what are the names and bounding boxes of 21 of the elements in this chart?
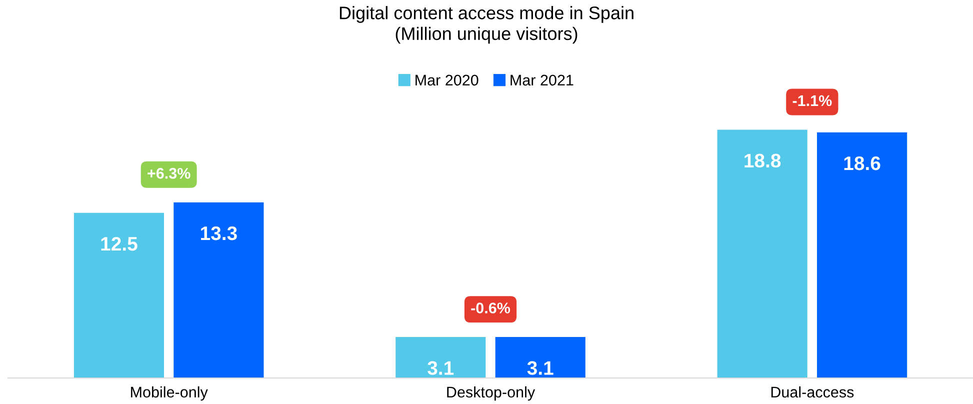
bar (74, 212, 164, 378)
data-label: 13.3 (200, 226, 237, 240)
text: -1.1% (792, 95, 832, 106)
data-label: 3.1 (527, 361, 554, 375)
bar (816, 132, 908, 378)
legend-label: Mar 2020 (416, 74, 478, 86)
data-label: 12.5 (101, 236, 138, 251)
data-label: 18.6 (844, 156, 880, 170)
x-tick-label: Desktop-only (447, 386, 536, 401)
bar (495, 337, 586, 378)
x-tick-label: Dual-access (771, 386, 854, 398)
data-label: 18.8 (744, 154, 781, 168)
annotation: +6.3% (148, 168, 190, 179)
data-label: 3.1 (428, 361, 454, 375)
x-tick-label: Mobile-only (131, 386, 208, 401)
chart-title: Digital content access mode in Spain (Million unique visitors) (340, 6, 634, 44)
bar (717, 130, 808, 378)
annotation: -0.6% (471, 302, 510, 314)
legend-label: Mar 2021 (510, 74, 574, 86)
bar (396, 337, 486, 378)
bar (174, 202, 264, 378)
